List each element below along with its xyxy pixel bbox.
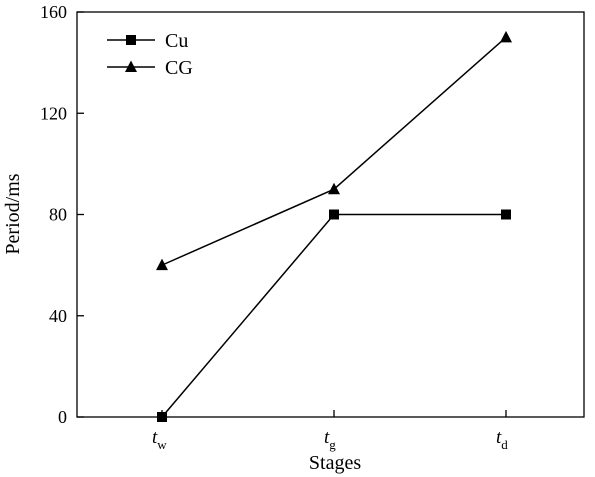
- legend-label-cg: CG: [165, 57, 193, 79]
- y-axis-title: Period/ms: [2, 173, 24, 254]
- x-tick-label-base: t: [496, 427, 502, 448]
- x-tick-label-subscript: d: [501, 437, 508, 452]
- x-tick-label: tg: [324, 427, 336, 452]
- x-tick-label-subscript: g: [329, 437, 336, 452]
- data-point-cg: [328, 182, 340, 195]
- legend-label-cu: Cu: [165, 30, 188, 52]
- y-tick-label: 40: [49, 306, 67, 326]
- y-tick-label: 120: [40, 103, 67, 123]
- data-point-cu: [157, 412, 167, 422]
- y-tick-label: 80: [49, 205, 67, 225]
- legend: Cu CG: [107, 30, 193, 79]
- series-layer: [156, 30, 512, 422]
- y-tick-label: 160: [40, 2, 67, 22]
- x-tick-label-base: t: [324, 427, 330, 448]
- legend-marker-cg: [125, 60, 137, 72]
- data-point-cu: [329, 209, 339, 220]
- x-tick-label: tw: [152, 427, 167, 452]
- x-tick-label-subscript: w: [157, 437, 167, 452]
- data-point-cu: [501, 209, 511, 220]
- data-point-cg: [500, 30, 512, 43]
- series-line-cu: [161, 213, 506, 418]
- series-line-cg: [161, 36, 507, 266]
- legend-marker-cu: [126, 35, 136, 45]
- data-point-cg: [156, 258, 168, 271]
- x-axis-title: Stages: [309, 452, 361, 474]
- x-tick-label-base: t: [152, 427, 158, 448]
- x-tick-label: td: [496, 427, 508, 452]
- y-tick-label: 0: [58, 407, 67, 427]
- x-axis: tw tg td: [152, 410, 508, 452]
- y-axis: 0 40 80 120 160: [40, 2, 84, 427]
